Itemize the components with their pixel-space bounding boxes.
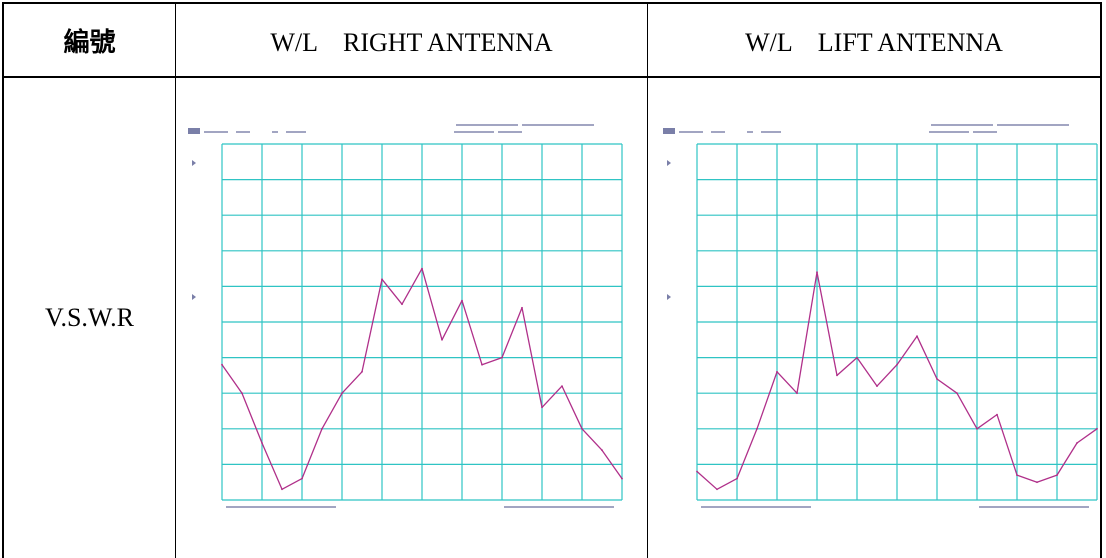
vswr-plot-lift	[658, 98, 1104, 522]
channel-marker	[188, 128, 200, 134]
trace-point	[341, 392, 343, 395]
trace-point	[281, 488, 283, 491]
start-frequency-mark	[701, 506, 811, 508]
vswr-chart-right	[188, 124, 623, 508]
trace-point	[381, 278, 383, 281]
start-frequency-mark	[226, 506, 336, 508]
trace-point	[956, 392, 958, 395]
instrument-readout-mark	[456, 124, 518, 126]
reference-marker	[667, 160, 671, 166]
trace-point	[876, 385, 878, 387]
trace-point	[1056, 474, 1058, 476]
trace-point	[1076, 442, 1078, 444]
vswr-chart-lift	[663, 124, 1098, 508]
trace-point	[996, 413, 998, 416]
channel-marker	[663, 128, 675, 134]
stop-frequency-mark	[979, 506, 1089, 508]
trace-point	[896, 363, 898, 366]
trace-point	[301, 477, 303, 480]
instrument-readout-mark	[929, 131, 969, 133]
instrument-readout-mark	[454, 131, 494, 133]
row-label-vswr: V.S.W.R	[45, 303, 134, 332]
trace-point	[541, 406, 543, 409]
trace-point	[716, 488, 718, 491]
header-id: 編號	[63, 27, 116, 58]
trace-point	[696, 470, 698, 473]
trace-point	[796, 392, 798, 395]
trace-point	[401, 303, 403, 306]
column-divider-1	[175, 2, 176, 558]
trace-point	[601, 449, 603, 452]
instrument-readout-mark	[498, 131, 522, 133]
column-divider-2	[647, 2, 648, 558]
table-border-right	[1100, 2, 1102, 558]
table-border-top	[2, 2, 1102, 4]
trace-point	[261, 442, 263, 444]
header-lift-antenna: W/L LIFT ANTENNA	[745, 27, 1003, 57]
instrument-readout-mark	[204, 131, 228, 133]
instrument-readout-mark	[761, 131, 781, 133]
trace-point	[481, 363, 483, 366]
reference-marker	[667, 294, 671, 300]
trace-point	[936, 378, 938, 380]
instrument-readout-mark	[973, 131, 997, 133]
trace-point	[361, 370, 363, 373]
trace-point	[1016, 474, 1018, 476]
trace-point	[421, 267, 423, 270]
trace-point	[756, 427, 758, 430]
header-divider	[2, 76, 1102, 78]
trace-point	[241, 392, 243, 395]
instrument-readout-mark	[747, 131, 753, 133]
reference-marker	[192, 294, 196, 300]
trace-point	[856, 356, 858, 359]
table-border-left	[2, 2, 4, 558]
trace-point	[736, 477, 738, 480]
trace-point	[816, 271, 818, 274]
header-right-antenna: W/L RIGHT ANTENNA	[270, 27, 553, 57]
trace-point	[561, 385, 563, 387]
stop-frequency-mark	[504, 506, 614, 508]
trace-point	[1096, 427, 1098, 430]
instrument-readout-mark	[272, 131, 278, 133]
trace-point	[916, 335, 918, 338]
instrument-readout-mark	[679, 131, 703, 133]
trace-point	[976, 427, 978, 430]
instrument-readout-mark	[711, 131, 725, 133]
trace-point	[501, 356, 503, 359]
vswr-plot-right	[186, 98, 632, 522]
trace-point	[461, 299, 463, 302]
instrument-readout-mark	[236, 131, 250, 133]
reference-marker	[192, 160, 196, 166]
instrument-readout-mark	[997, 124, 1069, 126]
trace-point	[581, 427, 583, 430]
trace-point	[441, 338, 443, 341]
trace-point	[836, 374, 838, 377]
trace-point	[221, 363, 223, 366]
trace-point	[621, 477, 623, 480]
trace-point	[521, 306, 523, 309]
instrument-readout-mark	[286, 131, 306, 133]
trace-point	[321, 427, 323, 430]
instrument-readout-mark	[931, 124, 993, 126]
trace-point	[1036, 481, 1038, 484]
instrument-readout-mark	[522, 124, 594, 126]
trace-point	[776, 370, 778, 373]
